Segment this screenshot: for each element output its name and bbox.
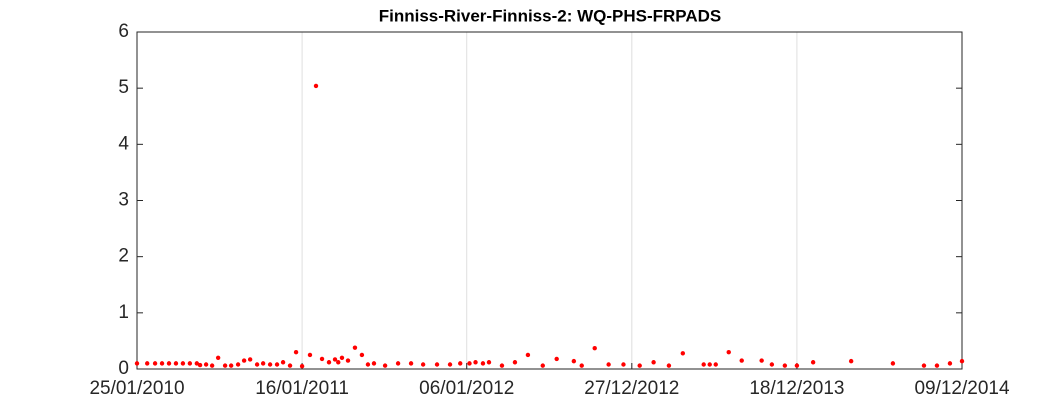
y-tick-label: 2 xyxy=(118,246,129,267)
point xyxy=(666,363,672,368)
point xyxy=(420,362,426,367)
point xyxy=(203,362,209,367)
point xyxy=(359,352,365,358)
point xyxy=(947,361,953,366)
point xyxy=(486,360,492,365)
point xyxy=(959,358,965,364)
point xyxy=(336,360,341,365)
point xyxy=(554,356,559,362)
point xyxy=(287,363,293,368)
point xyxy=(707,362,712,367)
point xyxy=(769,362,775,367)
point xyxy=(434,362,440,367)
point xyxy=(274,362,280,367)
point xyxy=(621,362,626,367)
point xyxy=(571,358,577,364)
point xyxy=(293,349,299,355)
point xyxy=(159,361,165,366)
point xyxy=(480,361,486,366)
point xyxy=(651,360,656,365)
point xyxy=(313,83,319,89)
point xyxy=(810,360,816,365)
point xyxy=(194,361,200,366)
point xyxy=(473,360,478,365)
point xyxy=(339,355,345,360)
point xyxy=(326,360,332,365)
point xyxy=(145,361,150,366)
point xyxy=(890,361,896,366)
point xyxy=(222,363,228,368)
point xyxy=(512,360,518,365)
point xyxy=(241,358,247,363)
chart-title: Finniss-River-Finniss-2: WQ-PHS-FRPADS xyxy=(379,6,722,25)
point xyxy=(713,362,718,367)
point xyxy=(447,362,453,367)
point xyxy=(307,352,313,358)
point xyxy=(739,358,744,363)
point xyxy=(458,361,463,366)
point xyxy=(525,352,531,358)
point xyxy=(921,363,927,368)
y-tick-label: 4 xyxy=(118,133,129,154)
point xyxy=(680,351,686,356)
y-tick-label: 6 xyxy=(118,21,129,42)
point xyxy=(592,346,597,351)
x-tick-label: 18/12/2013 xyxy=(749,378,844,399)
point xyxy=(499,363,505,368)
point xyxy=(794,363,800,368)
point xyxy=(166,361,172,366)
point xyxy=(726,349,731,355)
x-tick-label: 16/01/2011 xyxy=(255,378,349,399)
point xyxy=(332,357,338,362)
point xyxy=(187,361,193,366)
point xyxy=(371,361,377,366)
point xyxy=(228,363,234,368)
y-tick-label: 5 xyxy=(118,77,129,98)
point xyxy=(365,362,371,367)
point xyxy=(260,361,266,366)
point xyxy=(209,363,215,368)
point xyxy=(467,361,472,366)
point xyxy=(395,361,401,366)
point xyxy=(319,356,325,362)
y-tick-label: 1 xyxy=(118,302,129,323)
point xyxy=(235,362,241,367)
y-tick-label: 3 xyxy=(118,190,129,211)
point xyxy=(382,363,388,368)
point xyxy=(197,362,203,368)
x-tick-label: 27/12/2012 xyxy=(584,378,679,399)
point xyxy=(540,363,545,368)
point xyxy=(173,361,179,366)
point xyxy=(345,358,351,363)
plot-frame xyxy=(136,31,963,370)
point xyxy=(180,361,186,366)
point xyxy=(637,363,642,368)
point xyxy=(215,355,221,360)
x-tick-label: 25/01/2010 xyxy=(89,378,184,399)
point xyxy=(408,361,414,366)
x-tick-label: 06/01/2012 xyxy=(419,378,514,399)
point xyxy=(280,360,286,365)
point xyxy=(299,363,305,369)
point xyxy=(782,363,788,368)
point xyxy=(606,362,611,367)
point xyxy=(254,362,260,367)
x-tick-label: 09/12/2014 xyxy=(914,378,1010,399)
point xyxy=(579,363,584,368)
point xyxy=(247,357,253,362)
point xyxy=(701,362,706,367)
point xyxy=(267,362,273,367)
point xyxy=(352,345,358,350)
point xyxy=(152,361,158,366)
y-tick-label: 0 xyxy=(118,358,129,379)
point xyxy=(934,363,940,368)
point xyxy=(848,358,854,364)
point xyxy=(134,361,140,366)
point xyxy=(759,358,764,363)
